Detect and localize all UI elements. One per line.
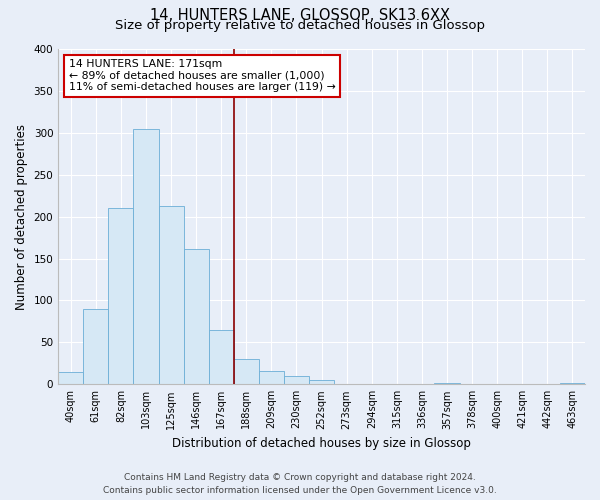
Bar <box>284 376 309 384</box>
Bar <box>83 309 109 384</box>
Bar <box>158 206 184 384</box>
Bar <box>560 382 585 384</box>
Text: Contains HM Land Registry data © Crown copyright and database right 2024.
Contai: Contains HM Land Registry data © Crown c… <box>103 474 497 495</box>
Bar <box>109 208 133 384</box>
Bar <box>259 371 284 384</box>
Bar <box>209 330 234 384</box>
Bar <box>309 380 334 384</box>
Text: 14, HUNTERS LANE, GLOSSOP, SK13 6XX: 14, HUNTERS LANE, GLOSSOP, SK13 6XX <box>150 8 450 22</box>
Bar <box>133 128 158 384</box>
Bar <box>234 359 259 384</box>
Bar <box>58 372 83 384</box>
Y-axis label: Number of detached properties: Number of detached properties <box>15 124 28 310</box>
Bar <box>184 248 209 384</box>
X-axis label: Distribution of detached houses by size in Glossop: Distribution of detached houses by size … <box>172 437 471 450</box>
Bar <box>434 382 460 384</box>
Text: Size of property relative to detached houses in Glossop: Size of property relative to detached ho… <box>115 18 485 32</box>
Text: 14 HUNTERS LANE: 171sqm
← 89% of detached houses are smaller (1,000)
11% of semi: 14 HUNTERS LANE: 171sqm ← 89% of detache… <box>69 59 335 92</box>
